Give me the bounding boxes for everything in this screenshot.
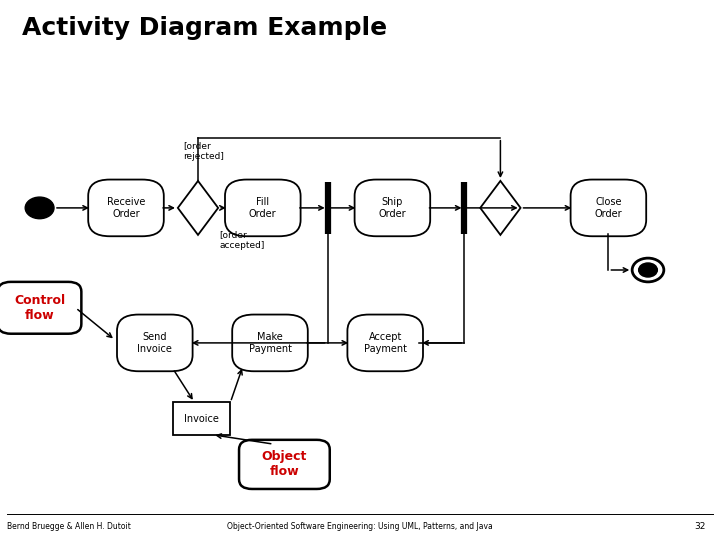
FancyBboxPatch shape xyxy=(225,179,301,237)
Text: 32: 32 xyxy=(694,522,706,531)
FancyBboxPatch shape xyxy=(89,179,163,237)
Circle shape xyxy=(632,258,664,282)
Text: Object
flow: Object flow xyxy=(261,450,307,478)
Text: Object-Oriented Software Engineering: Using UML, Patterns, and Java: Object-Oriented Software Engineering: Us… xyxy=(227,522,493,531)
FancyBboxPatch shape xyxy=(117,314,192,372)
FancyBboxPatch shape xyxy=(348,314,423,372)
FancyBboxPatch shape xyxy=(239,440,330,489)
Text: Activity Diagram Example: Activity Diagram Example xyxy=(22,16,387,40)
Text: Fill
Order: Fill Order xyxy=(249,197,276,219)
Text: Accept
Payment: Accept Payment xyxy=(364,332,407,354)
Circle shape xyxy=(639,263,657,277)
Polygon shape xyxy=(480,181,521,235)
FancyBboxPatch shape xyxy=(355,179,431,237)
Text: Make
Payment: Make Payment xyxy=(248,332,292,354)
Polygon shape xyxy=(178,181,218,235)
Text: [order
accepted]: [order accepted] xyxy=(220,231,265,250)
Text: [order
rejected]: [order rejected] xyxy=(184,141,225,161)
Bar xyxy=(173,402,230,435)
Text: Ship
Order: Ship Order xyxy=(379,197,406,219)
Text: Close
Order: Close Order xyxy=(595,197,622,219)
Text: Bernd Bruegge & Allen H. Dutoit: Bernd Bruegge & Allen H. Dutoit xyxy=(7,522,131,531)
Text: Invoice: Invoice xyxy=(184,414,219,423)
Circle shape xyxy=(25,197,54,219)
FancyBboxPatch shape xyxy=(232,314,308,372)
FancyBboxPatch shape xyxy=(571,179,647,237)
Text: Send
Invoice: Send Invoice xyxy=(138,332,172,354)
Text: Control
flow: Control flow xyxy=(14,294,66,322)
FancyBboxPatch shape xyxy=(0,282,81,334)
Text: Receive
Order: Receive Order xyxy=(107,197,145,219)
